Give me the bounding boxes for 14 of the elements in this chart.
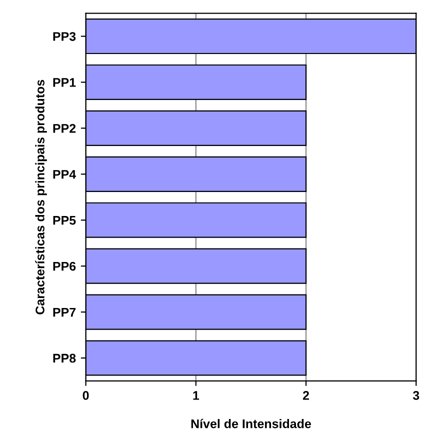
y-tick-label: PP6 (53, 262, 76, 271)
y-tick-label: PP2 (53, 124, 76, 133)
x-axis-title: Nível de Intensidade (191, 418, 311, 428)
x-tick-label: 2 (302, 391, 309, 400)
x-tick-label: 1 (193, 391, 200, 400)
x-tick-label: 3 (412, 391, 420, 400)
x-tick-label: 0 (82, 391, 89, 400)
y-tick-label: PP8 (53, 354, 76, 363)
y-tick-label: PP1 (53, 78, 76, 87)
y-tick-label: PP4 (53, 170, 76, 179)
y-tick-label: PP3 (53, 32, 76, 41)
y-tick-label: PP7 (53, 308, 76, 317)
y-axis-title: Características dos principais produtos (35, 80, 47, 314)
y-tick-label: PP5 (53, 216, 76, 225)
